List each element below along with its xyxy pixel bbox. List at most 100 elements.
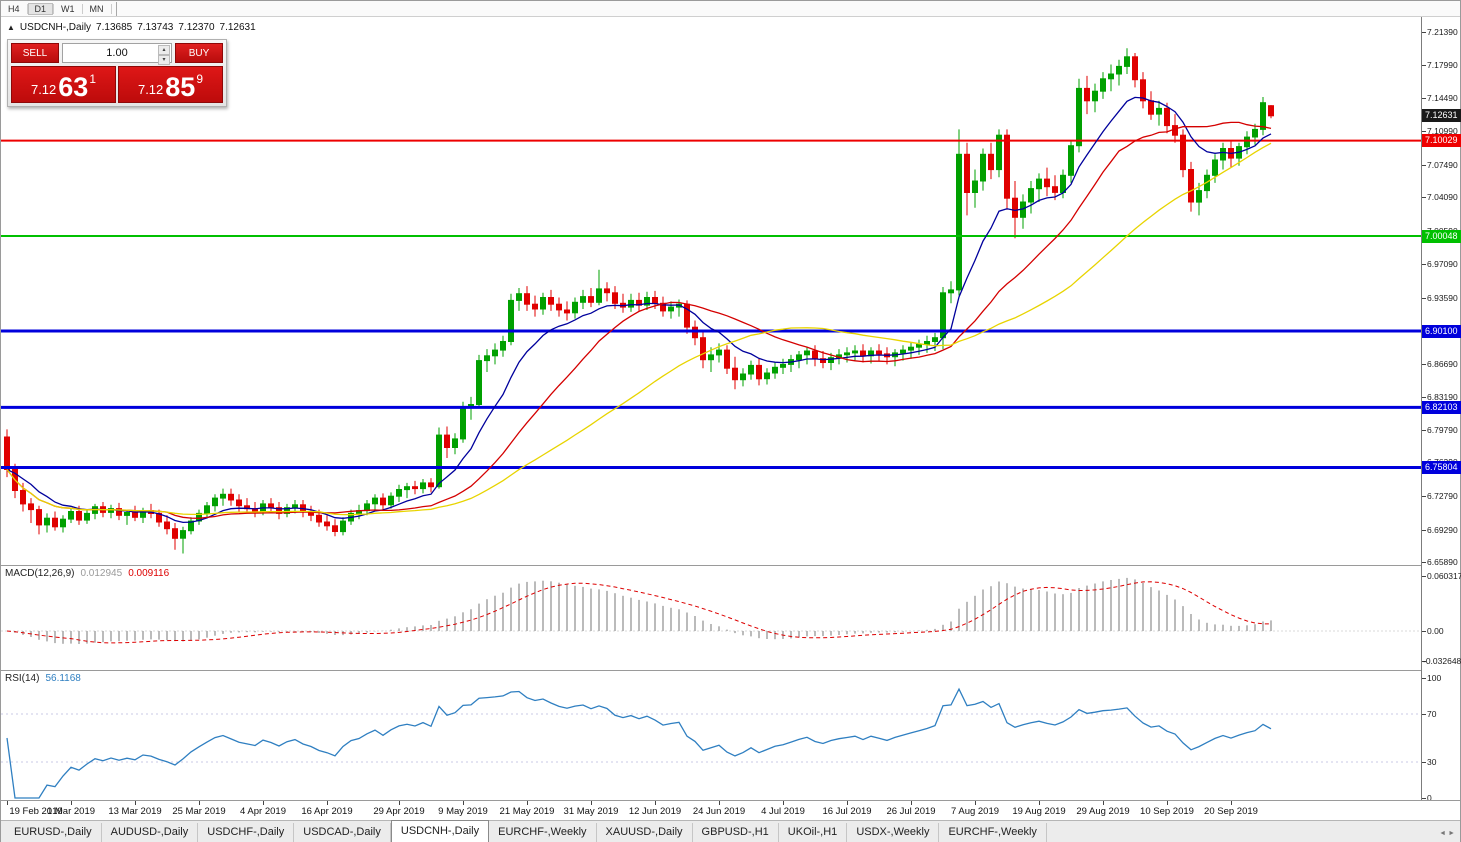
axis-tick xyxy=(1422,496,1426,498)
toolbar-separator xyxy=(53,3,55,14)
date-label: 19 Aug 2019 xyxy=(1012,806,1066,817)
chart-tab-eurchf-weekly[interactable]: EURCHF-,Weekly xyxy=(939,823,1047,842)
price-level-label: 6.75804 xyxy=(1422,461,1461,474)
axis-tick xyxy=(1422,32,1426,34)
date-tick xyxy=(399,801,400,805)
date-tick xyxy=(463,801,464,805)
date-label: 29 Apr 2019 xyxy=(373,806,425,817)
date-tick xyxy=(719,801,720,805)
date-label: 13 Mar 2019 xyxy=(108,806,162,817)
price-tick-label: -0.032648 xyxy=(1423,655,1461,666)
date-tick xyxy=(655,801,656,805)
price-tick-label: 0 xyxy=(1427,793,1432,803)
rsi-indicator-chart[interactable] xyxy=(1,671,1421,800)
price-tick-label: 7.21390 xyxy=(1427,27,1458,38)
pane-separator xyxy=(1,565,1460,566)
chart-tab-usdcad-daily[interactable]: USDCAD-,Daily xyxy=(294,823,391,842)
date-tick xyxy=(1231,801,1232,805)
period-button-mn[interactable]: MN xyxy=(89,3,104,14)
toolbar-divider xyxy=(115,1,117,16)
axis-tick xyxy=(1422,64,1426,66)
candlestick-chart-canvas[interactable] xyxy=(1,17,1421,565)
axis-tick xyxy=(1422,714,1426,715)
axis-tick xyxy=(1422,363,1426,365)
chart-tab-usdx-weekly[interactable]: USDX-,Weekly xyxy=(847,823,940,842)
pane-separator xyxy=(1,670,1460,671)
chart-symbol-label: USDCNH-,Daily xyxy=(19,22,92,33)
tab-scroll-right-icon[interactable]: ► xyxy=(1448,830,1457,837)
rsi-pane[interactable]: RSI(14) 56.1168 xyxy=(1,671,1421,800)
date-label: 31 May 2019 xyxy=(563,806,619,817)
date-tick xyxy=(135,801,136,805)
chart-tab-xauusd-daily[interactable]: XAUUSD-,Daily xyxy=(597,823,693,842)
macd-indicator-chart[interactable] xyxy=(1,566,1421,670)
buy-price-pips: 85 xyxy=(165,72,196,103)
axis-tick xyxy=(1422,429,1426,431)
date-tick xyxy=(847,801,848,805)
date-tick xyxy=(1103,801,1104,805)
price-tick-label: 6.72790 xyxy=(1427,491,1458,502)
axis-tick xyxy=(1422,297,1426,299)
buy-button[interactable]: BUY xyxy=(175,43,223,63)
date-label: 29 Aug 2019 xyxy=(1076,806,1130,817)
chart-tab-usdcnh-daily[interactable]: USDCNH-,Daily xyxy=(390,820,490,842)
toolbar-separator xyxy=(110,3,112,14)
volume-value: 1.00 xyxy=(106,47,128,59)
price-tick-label: 70 xyxy=(1427,709,1437,719)
macd-name: MACD(12,26,9) xyxy=(5,568,75,579)
date-label: 4 Apr 2019 xyxy=(240,806,286,817)
period-button-h4[interactable]: H4 xyxy=(8,3,20,14)
chart-tab-gbpusd-h1[interactable]: GBPUSD-,H1 xyxy=(693,823,779,842)
chart-tab-usdchf-daily[interactable]: USDCHF-,Daily xyxy=(198,823,295,842)
ohlc-low: 7.12370 xyxy=(178,22,215,33)
tab-scroll-buttons[interactable]: ◄► xyxy=(1439,830,1457,837)
axis-tick xyxy=(1422,131,1426,133)
sell-button[interactable]: SELL xyxy=(11,43,59,63)
date-label: 9 May 2019 xyxy=(438,806,488,817)
price-tick-label: 6.65890 xyxy=(1427,557,1458,568)
date-tick xyxy=(783,801,784,805)
price-tick-label: 100 xyxy=(1427,673,1442,683)
date-label: 26 Jul 2019 xyxy=(886,806,936,817)
date-tick xyxy=(911,801,912,805)
axis-tick xyxy=(1422,678,1426,679)
price-tick-label: 6.86690 xyxy=(1427,358,1458,369)
price-tick-label: 7.07490 xyxy=(1427,159,1458,170)
chart-tab-ukoil-h1[interactable]: UKOil-,H1 xyxy=(779,823,848,842)
period-button-w1[interactable]: W1 xyxy=(61,3,75,14)
buy-price-button[interactable]: 7.12 85 9 xyxy=(118,66,223,103)
date-tick xyxy=(7,801,8,805)
main-chart-pane[interactable]: ▲ USDCNH-,Daily 7.13685 7.13743 7.12370 7.126… xyxy=(1,17,1421,565)
buy-price-main: 7.12 xyxy=(137,82,164,97)
toolbar-separator xyxy=(26,3,28,14)
axis-tick xyxy=(1422,197,1426,199)
chart-tab-eurusd-daily[interactable]: EURUSD-,Daily xyxy=(5,823,102,842)
date-label: 20 Sep 2019 xyxy=(1204,806,1258,817)
volume-input[interactable]: 1.00 ▴ ▾ xyxy=(62,43,172,65)
date-axis[interactable]: 19 Feb 2019 1 Mar 2019 13 Mar 2019 25 Mar 2… xyxy=(1,800,1460,820)
price-tick-label: 7.17990 xyxy=(1427,59,1458,70)
sell-price-button[interactable]: 7.12 63 1 xyxy=(11,66,116,103)
macd-label: MACD(12,26,9) 0.012945 0.009116 xyxy=(5,568,169,579)
ohlc-high: 7.13743 xyxy=(137,22,174,33)
axis-tick xyxy=(1422,798,1426,799)
volume-down-button[interactable]: ▾ xyxy=(158,55,170,65)
tab-scroll-left-icon[interactable]: ◄ xyxy=(1439,830,1449,837)
volume-up-button[interactable]: ▴ xyxy=(158,45,170,55)
date-label: 19 Feb 2019 xyxy=(9,806,63,817)
price-level-label: 7.10029 xyxy=(1422,134,1461,148)
chart-tab-audusd-daily[interactable]: AUDUSD-,Daily xyxy=(102,823,199,842)
price-axis[interactable]: 7.21390 7.17990 7.14490 7.10990 7.07490 7.040… xyxy=(1421,17,1461,803)
chart-ohlc-header: ▲ USDCNH-,Daily 7.13685 7.13743 7.12370 7.126… xyxy=(7,22,261,33)
price-tick-label: 6.83190 xyxy=(1427,392,1458,402)
trade-panel-collapse-icon[interactable]: ▲ xyxy=(7,23,15,32)
date-label: 1 Mar 2019 xyxy=(46,806,96,817)
price-tick-label: 30 xyxy=(1427,757,1437,767)
chart-tab-eurchf-weekly[interactable]: EURCHF-,Weekly xyxy=(489,823,597,842)
ohlc-close: 7.12631 xyxy=(219,22,256,33)
price-level-label: 6.90100 xyxy=(1422,324,1461,338)
period-button-d1[interactable]: D1 xyxy=(27,2,54,15)
axis-tick xyxy=(1422,631,1426,632)
macd-pane[interactable]: MACD(12,26,9) 0.012945 0.009116 xyxy=(1,566,1421,670)
